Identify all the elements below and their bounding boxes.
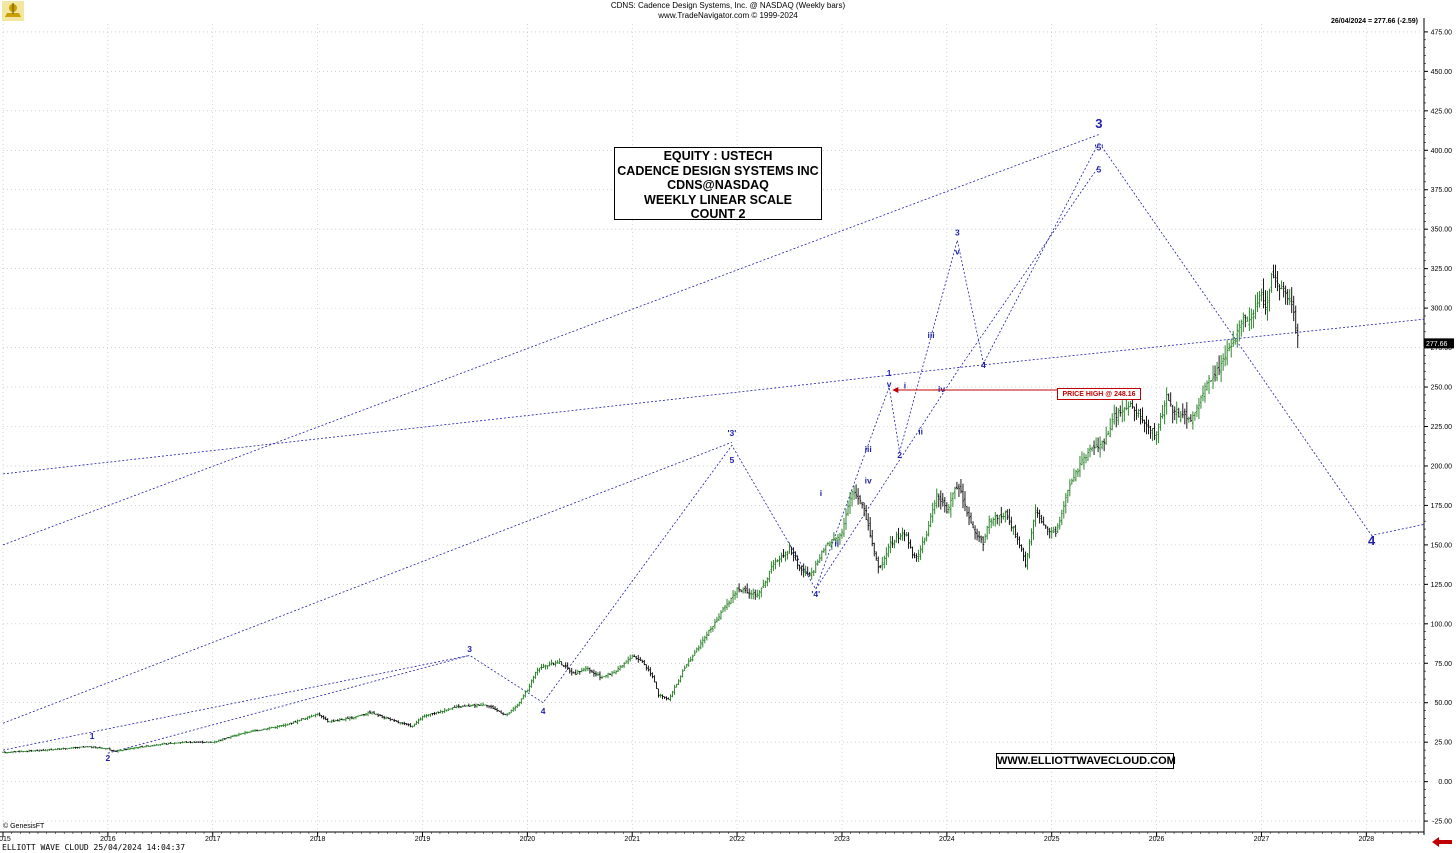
time-tick-label: 2022 [729,836,745,843]
price-tick-label: 75.00 [1434,661,1452,668]
footer-status: ELLIOTT WAVE CLOUD 25/04/2024 14:04:37 [2,843,186,852]
scroll-left-arrow-icon[interactable] [1432,837,1452,847]
time-tick-label: 2025 [1044,836,1060,843]
time-tick-label: 2015 [0,836,11,843]
title-line-2: CADENCE DESIGN SYSTEMS INC [617,163,819,178]
price-tick-label: 350.00 [1431,227,1453,234]
trendline-early-trendline [2,655,470,751]
time-tick-label: 2028 [1359,836,1375,843]
price-tick-label: 450.00 [1431,69,1453,76]
price-tick-label: -25.00 [1432,819,1452,826]
price-tick-label: 475.00 [1431,29,1453,36]
title-line-4: WEEKLY LINEAR SCALE [644,192,792,207]
website-label: WWW.ELLIOTTWAVECLOUD.COM [996,753,1176,769]
wave-label: 5 [1097,164,1102,174]
price-tick-label: 425.00 [1431,108,1453,115]
trade-navigator-logo-icon [2,1,24,21]
last-price-readout: 26/04/2024 = 277.66 (-2.59) [1331,18,1418,25]
price-high-arrow [892,386,899,393]
last-price-badge-text: 277.66 [1426,341,1448,348]
chart-subtitle: www.TradeNavigator.com © 1999-2024 [658,11,798,20]
wave-label: 2 [106,753,111,763]
trendline-long-trendline [2,318,1425,475]
trendline-upper-channel [2,134,1100,546]
wave-label: 4 [541,706,546,716]
trendline-wave-5-channel-lower [815,165,1100,590]
wave-trendlines [2,134,1425,754]
time-tick-label: 2024 [939,836,955,843]
price-tick-label: 100.00 [1431,621,1453,628]
chart-title: CDNS: Cadence Design Systems, Inc. @ NAS… [610,1,846,10]
wave-label: ii [918,426,923,436]
title-line-1: EQUITY : USTECH [663,149,773,163]
time-tick-label: 2020 [520,836,536,843]
wave-label: i [820,488,822,498]
price-tick-label: 0.00 [1438,779,1452,786]
wave-label: '3' [727,428,736,438]
wave-label: 1 [90,731,95,741]
price-tick-label: 25.00 [1434,740,1452,747]
time-tick-label: 2016 [100,836,116,843]
time-tick-label: 2017 [205,836,221,843]
wave-label: '4' [811,589,820,599]
wave-label: 3 [467,644,472,654]
price-axis[interactable]: -25.00 0.00 25.00 50.00 75.00 100.00 125.00 150… [1424,29,1453,826]
copyright-label: © GenesisFT [3,823,45,830]
wave-label: v [887,379,892,389]
title-line-3: CDNS@NASDAQ [667,178,769,192]
title-annotation-box: EQUITY : USTECH CADENCE DESIGN SYSTEMS I… [614,147,822,221]
wave-label: 3 [955,228,960,238]
price-bars [1,264,1299,754]
wave-label: 2 [897,450,902,460]
price-tick-label: 375.00 [1431,187,1453,194]
price-tick-label: 125.00 [1431,582,1453,589]
price-tick-label: 250.00 [1431,385,1453,392]
wave-label: i [904,381,906,391]
wave-label: 5 [729,455,734,465]
wave-label: iii [928,330,935,340]
price-tick-label: 275.00 [1431,345,1453,352]
wave-label: v [955,246,960,256]
wave-label: 3 [1095,116,1102,131]
price-high-label: PRICE HIGH @ 248.16 [1057,388,1141,400]
wave-label: '5' [1095,142,1104,152]
price-tick-label: 300.00 [1431,306,1453,313]
time-tick-label: 2023 [834,836,850,843]
wave-label: 4 [1368,533,1376,548]
title-line-5: COUNT 2 [690,207,746,221]
wave-label: iii [865,444,872,454]
time-tick-label: 2026 [1149,836,1165,843]
wave-label: iv [938,384,945,394]
wave-label: ii [834,538,839,548]
price-tick-label: 225.00 [1431,424,1453,431]
price-tick-label: 50.00 [1434,700,1452,707]
price-tick-label: 200.00 [1431,463,1453,470]
price-tick-label: 400.00 [1431,148,1453,155]
price-tick-label: 150.00 [1431,542,1453,549]
time-tick-label: 2021 [624,836,640,843]
time-axis[interactable]: 2015 2016 2017 2018 2019 2020 2021 2022 2023 2024… [0,832,1420,843]
time-tick-label: 2019 [415,836,431,843]
time-tick-label: 2018 [310,836,326,843]
wave-label: iv [865,475,872,485]
chart-grid [0,18,1425,835]
time-tick-label: 2027 [1254,836,1270,843]
price-tick-label: 175.00 [1431,503,1453,510]
price-tick-label: 325.00 [1431,266,1453,273]
last-price-badge [1424,338,1454,349]
wave-label: 1 [887,368,892,378]
wave-label: 4 [981,360,986,370]
